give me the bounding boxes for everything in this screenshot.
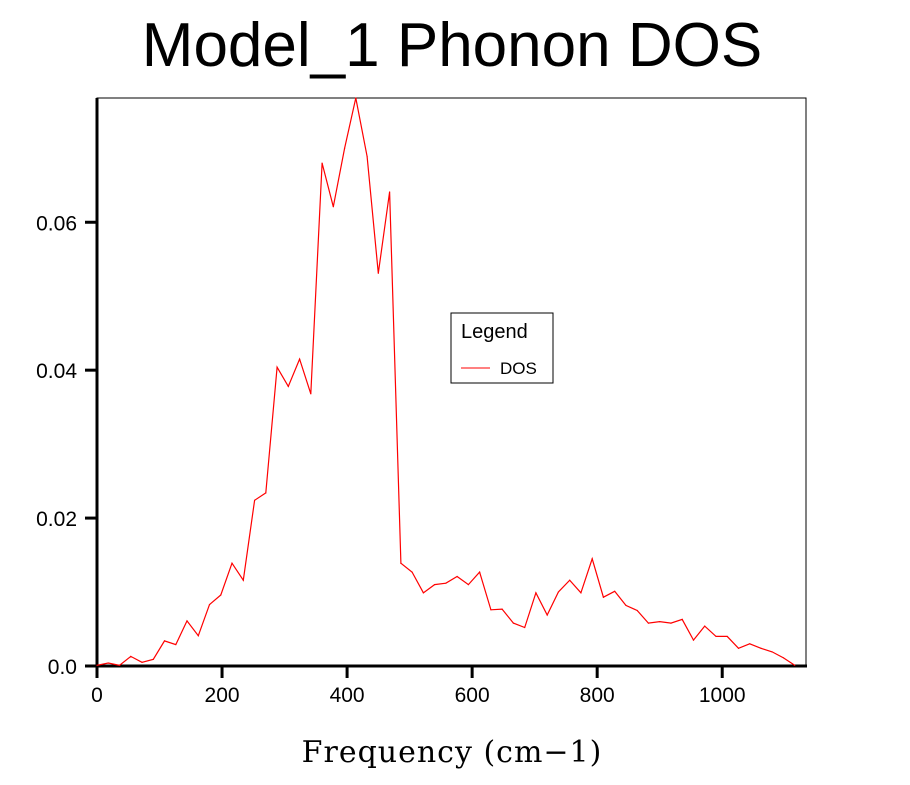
data-point (692, 639, 695, 641)
legend: Legend DOS (450, 312, 554, 384)
data-point (152, 658, 154, 660)
data-point (647, 622, 650, 624)
data-point (580, 592, 582, 594)
data-point (96, 664, 98, 666)
data-point (737, 647, 740, 649)
data-point (343, 147, 346, 149)
data-point (400, 562, 402, 564)
data-point (715, 635, 717, 638)
data-point (726, 635, 728, 638)
data-point (276, 366, 278, 368)
data-point (242, 579, 244, 581)
data-point (749, 643, 751, 645)
data-point (298, 358, 301, 360)
y-tick-label: 0.0 (48, 656, 77, 679)
data-point (557, 591, 560, 593)
data-point (546, 614, 548, 616)
series-line-dos (96, 97, 796, 666)
data-point (422, 592, 424, 594)
legend-title: Legend (461, 321, 528, 343)
data-point (355, 97, 357, 99)
data-point (602, 596, 605, 598)
data-point (220, 594, 222, 596)
x-tick-label: 1000 (699, 684, 746, 707)
data-point (490, 609, 492, 611)
chart-title: Model_1 Phonon DOS (142, 11, 762, 80)
data-point (141, 661, 143, 663)
data-point (467, 584, 469, 586)
data-point (186, 620, 188, 622)
data-point (163, 640, 166, 642)
data-point (794, 664, 796, 666)
data-point (670, 622, 672, 624)
x-tick-label: 0 (91, 684, 103, 707)
data-point (434, 584, 436, 586)
data-point (535, 592, 537, 594)
data-point (524, 626, 526, 629)
data-point (681, 618, 683, 621)
data-point (265, 492, 267, 494)
x-tick-label: 600 (455, 684, 490, 707)
y-ticks: 0.0 0.02 0.04 0.06 (36, 212, 97, 679)
data-point (253, 499, 256, 501)
data-point (445, 582, 447, 584)
data-point (231, 562, 233, 564)
data-point (389, 191, 391, 193)
data-point (287, 385, 289, 388)
data-point (479, 571, 481, 573)
series-points (96, 97, 796, 666)
y-tick-label: 0.02 (36, 508, 77, 531)
data-point (130, 655, 132, 657)
data-point (625, 604, 627, 606)
data-point (704, 625, 706, 627)
data-point (197, 635, 199, 637)
data-point (782, 657, 785, 659)
y-tick-label: 0.06 (36, 212, 77, 235)
data-point (512, 622, 514, 624)
data-point (456, 575, 458, 578)
x-tick-label: 400 (330, 684, 365, 707)
x-tick-label: 200 (205, 684, 240, 707)
legend-label-dos: DOS (500, 359, 537, 378)
data-point (107, 662, 109, 664)
data-point (208, 604, 211, 606)
data-point (614, 590, 616, 592)
data-point (760, 647, 762, 649)
data-point (332, 206, 334, 208)
y-tick-label: 0.04 (36, 360, 77, 383)
data-point (411, 571, 413, 573)
data-point (310, 393, 312, 395)
data-point (118, 664, 121, 666)
data-point (175, 643, 177, 646)
data-point (321, 162, 323, 164)
legend-box (450, 312, 554, 384)
data-point (501, 608, 503, 610)
data-point (659, 621, 661, 623)
data-point (366, 155, 368, 158)
data-point (591, 558, 593, 560)
x-tick-label: 800 (580, 684, 615, 707)
data-point (569, 579, 571, 581)
data-point (636, 609, 638, 612)
x-ticks: 0 200 400 600 800 1000 (91, 666, 746, 707)
x-axis-label: Frequency (cm−1) (302, 735, 603, 770)
data-point (377, 272, 379, 274)
data-point (771, 651, 773, 653)
